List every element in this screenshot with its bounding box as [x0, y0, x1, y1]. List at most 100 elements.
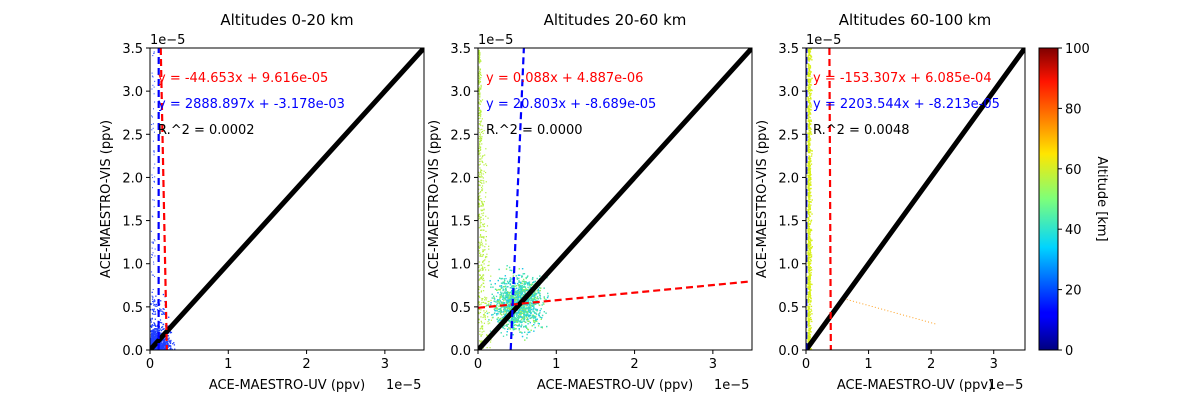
scatter-point [520, 297, 522, 299]
scatter-point [511, 317, 514, 320]
scatter-point [508, 303, 510, 306]
scatter-point [484, 257, 487, 259]
scatter-point [499, 313, 502, 315]
scatter-point [807, 189, 810, 191]
scatter-point [478, 171, 480, 173]
scatter-point [152, 341, 154, 343]
scatter-point [523, 282, 526, 284]
scatter-point [524, 304, 526, 306]
scatter-point [498, 302, 500, 305]
y-tick-label: 1.0 [122, 258, 143, 273]
scatter-point [487, 217, 489, 219]
scatter-point [807, 278, 809, 281]
scatter-point [483, 208, 485, 210]
scatter-point [810, 131, 812, 133]
scatter-point [479, 52, 481, 54]
scatter-point [525, 308, 527, 310]
scatter-point [521, 268, 524, 270]
scatter-point [480, 239, 483, 241]
scatter-point [478, 311, 480, 313]
scatter-point [156, 328, 158, 330]
scatter-point [164, 347, 167, 349]
scatter-point [807, 324, 809, 326]
scatter-point [811, 199, 813, 201]
scatter-point [158, 327, 160, 329]
scatter-point [489, 341, 492, 343]
scatter-point [480, 326, 483, 328]
scatter-point [808, 338, 811, 341]
scatter-point [517, 320, 519, 322]
scatter-point [526, 276, 528, 278]
scatter-point [153, 206, 155, 208]
scatter-point [523, 309, 526, 311]
scatter-point [479, 96, 481, 98]
scatter-point [809, 266, 812, 269]
scatter-point [807, 50, 810, 53]
scatter-point [807, 128, 810, 130]
scatter-point [808, 110, 811, 113]
scatter-point [478, 304, 481, 306]
scatter-point [163, 347, 165, 350]
scatter-point [517, 284, 519, 287]
scatter-point [538, 314, 540, 316]
scatter-point [482, 161, 484, 164]
scatter-point [504, 295, 507, 297]
scatter-point [513, 324, 515, 326]
scatter-point [809, 260, 811, 263]
y-axis-label: ACE-MAESTRO-VIS (ppv) [427, 120, 442, 278]
scatter-point [810, 254, 813, 256]
scatter-point [162, 328, 164, 331]
scatter-point [504, 292, 506, 294]
scatter-point [546, 325, 548, 328]
scatter-point [173, 344, 176, 346]
scatter-point [535, 292, 538, 295]
scatter-point [481, 203, 484, 205]
scatter-point [808, 157, 811, 159]
scatter-point [811, 59, 813, 61]
scatter-point [479, 222, 481, 224]
scatter-point [809, 289, 811, 291]
scatter-point [169, 331, 171, 333]
scatter-point [533, 311, 536, 313]
scatter-point [521, 293, 523, 295]
scatter-point [153, 322, 155, 324]
scatter-point [507, 328, 509, 330]
scatter-point [479, 73, 482, 76]
scatter-point [519, 313, 521, 315]
scatter-point [531, 302, 533, 305]
scatter-point [809, 116, 811, 119]
scatter-point [478, 180, 480, 182]
scatter-point [152, 108, 154, 110]
scatter-point [499, 318, 501, 321]
x-tick-label: 2 [302, 357, 310, 372]
scatter-point [535, 315, 537, 318]
scatter-point [512, 272, 515, 275]
scatter-point [481, 325, 484, 327]
scatter-point [482, 203, 484, 205]
scatter-point [480, 120, 482, 122]
scatter-point [169, 332, 172, 334]
scatter-point [155, 335, 157, 337]
scatter-point [478, 184, 480, 186]
scatter-point [808, 266, 811, 268]
scatter-point [521, 275, 523, 277]
scatter-point [528, 289, 530, 291]
scatter-point [479, 311, 482, 314]
scatter-point [152, 177, 154, 179]
scatter-point [528, 308, 530, 310]
scatter-point [485, 240, 487, 242]
scatter-point [809, 111, 811, 114]
scatter-point [516, 319, 519, 321]
scatter-point [807, 200, 809, 202]
scatter-point [159, 319, 162, 321]
scatter-point [498, 299, 501, 301]
scatter-point [510, 305, 512, 308]
scatter-point [482, 274, 484, 276]
scatter-point [519, 331, 521, 333]
scatter-point [162, 342, 165, 344]
scatter-point [527, 328, 529, 330]
scatter-point [518, 328, 520, 330]
scatter-point [809, 215, 811, 218]
scatter-point [807, 318, 809, 320]
scatter-point [525, 325, 527, 327]
